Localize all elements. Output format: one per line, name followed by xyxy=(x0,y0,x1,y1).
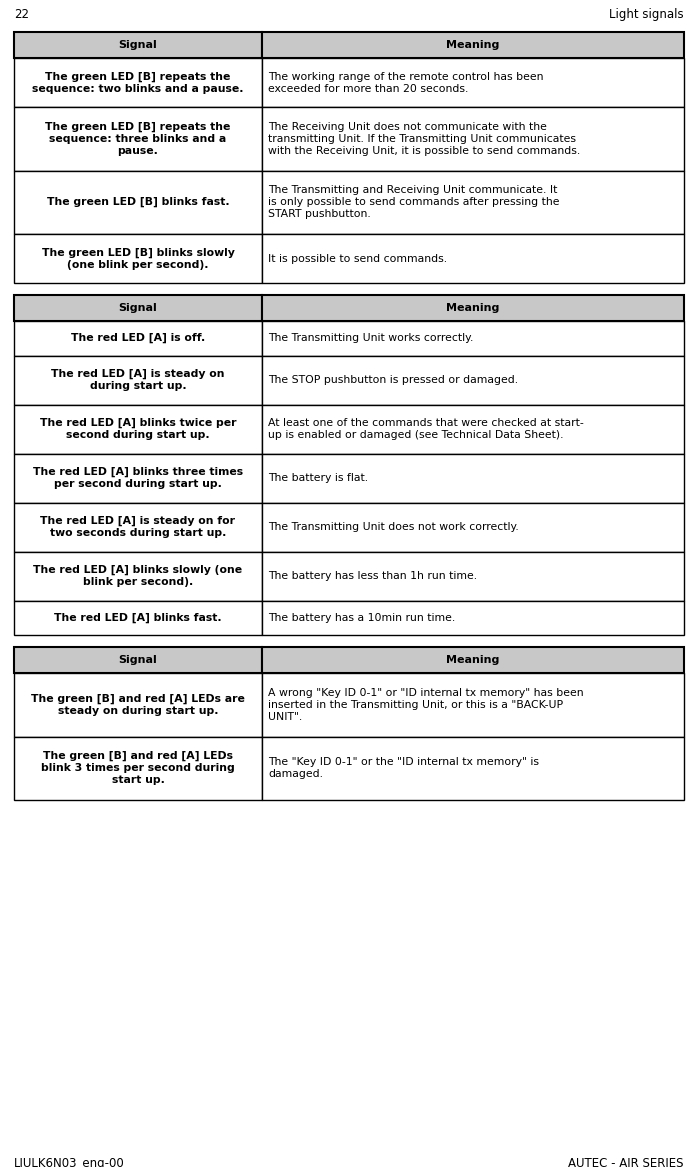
Bar xyxy=(262,321,684,356)
Bar xyxy=(262,647,684,673)
Bar xyxy=(262,170,684,235)
Bar xyxy=(14,552,262,601)
Text: The red LED [A] is steady on for
two seconds during start up.: The red LED [A] is steady on for two sec… xyxy=(40,516,235,538)
Text: Light signals: Light signals xyxy=(609,8,684,21)
Text: The battery is flat.: The battery is flat. xyxy=(268,473,368,483)
Text: The working range of the remote control has been
exceeded for more than 20 secon: The working range of the remote control … xyxy=(268,71,544,93)
Text: The green LED [B] repeats the
sequence: three blinks and a
pause.: The green LED [B] repeats the sequence: … xyxy=(45,121,230,156)
Text: The battery has less than 1h run time.: The battery has less than 1h run time. xyxy=(268,571,477,581)
Bar xyxy=(14,295,262,321)
Bar xyxy=(262,552,684,601)
Bar xyxy=(262,601,684,635)
Text: Meaning: Meaning xyxy=(446,655,500,665)
Bar xyxy=(14,673,262,736)
Bar xyxy=(14,454,262,503)
Text: Meaning: Meaning xyxy=(446,40,500,50)
Text: The green [B] and red [A] LEDs
blink 3 times per second during
start up.: The green [B] and red [A] LEDs blink 3 t… xyxy=(41,752,235,785)
Bar xyxy=(14,647,262,673)
Text: Signal: Signal xyxy=(119,655,157,665)
Bar xyxy=(14,58,262,107)
Bar xyxy=(262,107,684,170)
Text: The Transmitting and Receiving Unit communicate. It
is only possible to send com: The Transmitting and Receiving Unit comm… xyxy=(268,186,559,219)
Bar xyxy=(262,454,684,503)
Text: The battery has a 10min run time.: The battery has a 10min run time. xyxy=(268,613,455,623)
Bar xyxy=(14,405,262,454)
Text: Signal: Signal xyxy=(119,40,157,50)
Text: The red LED [A] blinks fast.: The red LED [A] blinks fast. xyxy=(54,613,222,623)
Bar xyxy=(14,170,262,235)
Bar xyxy=(14,503,262,552)
Text: The Receiving Unit does not communicate with the
transmitting Unit. If the Trans: The Receiving Unit does not communicate … xyxy=(268,121,580,155)
Bar xyxy=(262,295,684,321)
Text: AUTEC - AIR SERIES: AUTEC - AIR SERIES xyxy=(568,1156,684,1167)
Text: The green [B] and red [A] LEDs are
steady on during start up.: The green [B] and red [A] LEDs are stead… xyxy=(31,693,245,715)
Bar xyxy=(262,235,684,284)
Bar xyxy=(262,673,684,736)
Text: Meaning: Meaning xyxy=(446,303,500,313)
Text: The red LED [A] blinks three times
per second during start up.: The red LED [A] blinks three times per s… xyxy=(33,467,243,489)
Text: The Transmitting Unit works correctly.: The Transmitting Unit works correctly. xyxy=(268,334,473,343)
Text: The green LED [B] repeats the
sequence: two blinks and a pause.: The green LED [B] repeats the sequence: … xyxy=(32,71,244,93)
Text: Signal: Signal xyxy=(119,303,157,313)
Bar xyxy=(262,405,684,454)
Bar xyxy=(262,503,684,552)
Text: The red LED [A] is off.: The red LED [A] is off. xyxy=(70,333,205,343)
Bar xyxy=(14,32,262,58)
Text: The green LED [B] blinks fast.: The green LED [B] blinks fast. xyxy=(47,197,229,208)
Text: The Transmitting Unit does not work correctly.: The Transmitting Unit does not work corr… xyxy=(268,522,519,532)
Text: The "Key ID 0-1" or the "ID internal tx memory" is
damaged.: The "Key ID 0-1" or the "ID internal tx … xyxy=(268,757,539,780)
Bar xyxy=(262,58,684,107)
Text: The red LED [A] blinks twice per
second during start up.: The red LED [A] blinks twice per second … xyxy=(40,418,236,440)
Bar xyxy=(14,107,262,170)
Text: 22: 22 xyxy=(14,8,29,21)
Bar xyxy=(262,32,684,58)
Bar xyxy=(14,601,262,635)
Text: LIULK6N03_eng-00: LIULK6N03_eng-00 xyxy=(14,1156,125,1167)
Text: At least one of the commands that were checked at start-
up is enabled or damage: At least one of the commands that were c… xyxy=(268,418,584,440)
Text: The red LED [A] blinks slowly (one
blink per second).: The red LED [A] blinks slowly (one blink… xyxy=(34,565,242,587)
Text: The green LED [B] blinks slowly
(one blink per second).: The green LED [B] blinks slowly (one bli… xyxy=(41,247,235,270)
Bar xyxy=(14,356,262,405)
Text: A wrong "Key ID 0-1" or "ID internal tx memory" has been
inserted in the Transmi: A wrong "Key ID 0-1" or "ID internal tx … xyxy=(268,687,584,721)
Text: The red LED [A] is steady on
during start up.: The red LED [A] is steady on during star… xyxy=(51,369,225,391)
Bar xyxy=(14,736,262,801)
Text: It is possible to send commands.: It is possible to send commands. xyxy=(268,253,447,264)
Bar xyxy=(262,736,684,801)
Bar xyxy=(262,356,684,405)
Bar xyxy=(14,235,262,284)
Text: The STOP pushbutton is pressed or damaged.: The STOP pushbutton is pressed or damage… xyxy=(268,375,518,385)
Bar xyxy=(14,321,262,356)
